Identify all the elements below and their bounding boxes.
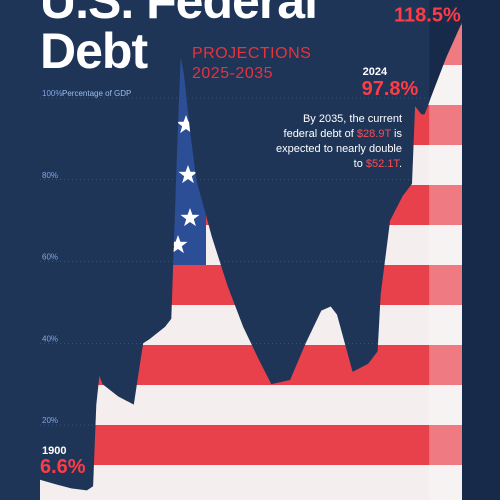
- year-label: 2024: [363, 66, 388, 78]
- annotation: By 2035, the current federal debt of $28…: [272, 112, 402, 172]
- annotation-text: .: [398, 158, 402, 170]
- projection-shade: [429, 22, 462, 500]
- y-tick-label: 40%: [42, 334, 58, 343]
- annotation-highlight: $28.9T: [356, 128, 391, 140]
- annotation-highlight: $52.1T: [365, 158, 399, 170]
- chart-title: U.S. Federal Debt: [40, 0, 318, 79]
- y-tick-label: 60%: [42, 253, 58, 262]
- annotation-text: By 2035, the current federal debt of: [283, 113, 402, 140]
- y-tick-label: 100%: [42, 89, 62, 98]
- year-label: 1900: [42, 445, 66, 457]
- value-label: 118.5%: [394, 4, 461, 26]
- y-tick-label: 80%: [42, 171, 58, 180]
- y-tick-label: 20%: [42, 416, 58, 425]
- chart-subtitle: PROJECTIONS 2025-2035: [192, 45, 312, 82]
- y-axis-title: Percentage of GDP: [62, 89, 131, 98]
- value-label: 97.8%: [362, 78, 419, 100]
- debt-area: [40, 22, 462, 500]
- annotation-text: is expected to nearly double to: [276, 128, 402, 170]
- value-label: 6.6%: [40, 456, 86, 478]
